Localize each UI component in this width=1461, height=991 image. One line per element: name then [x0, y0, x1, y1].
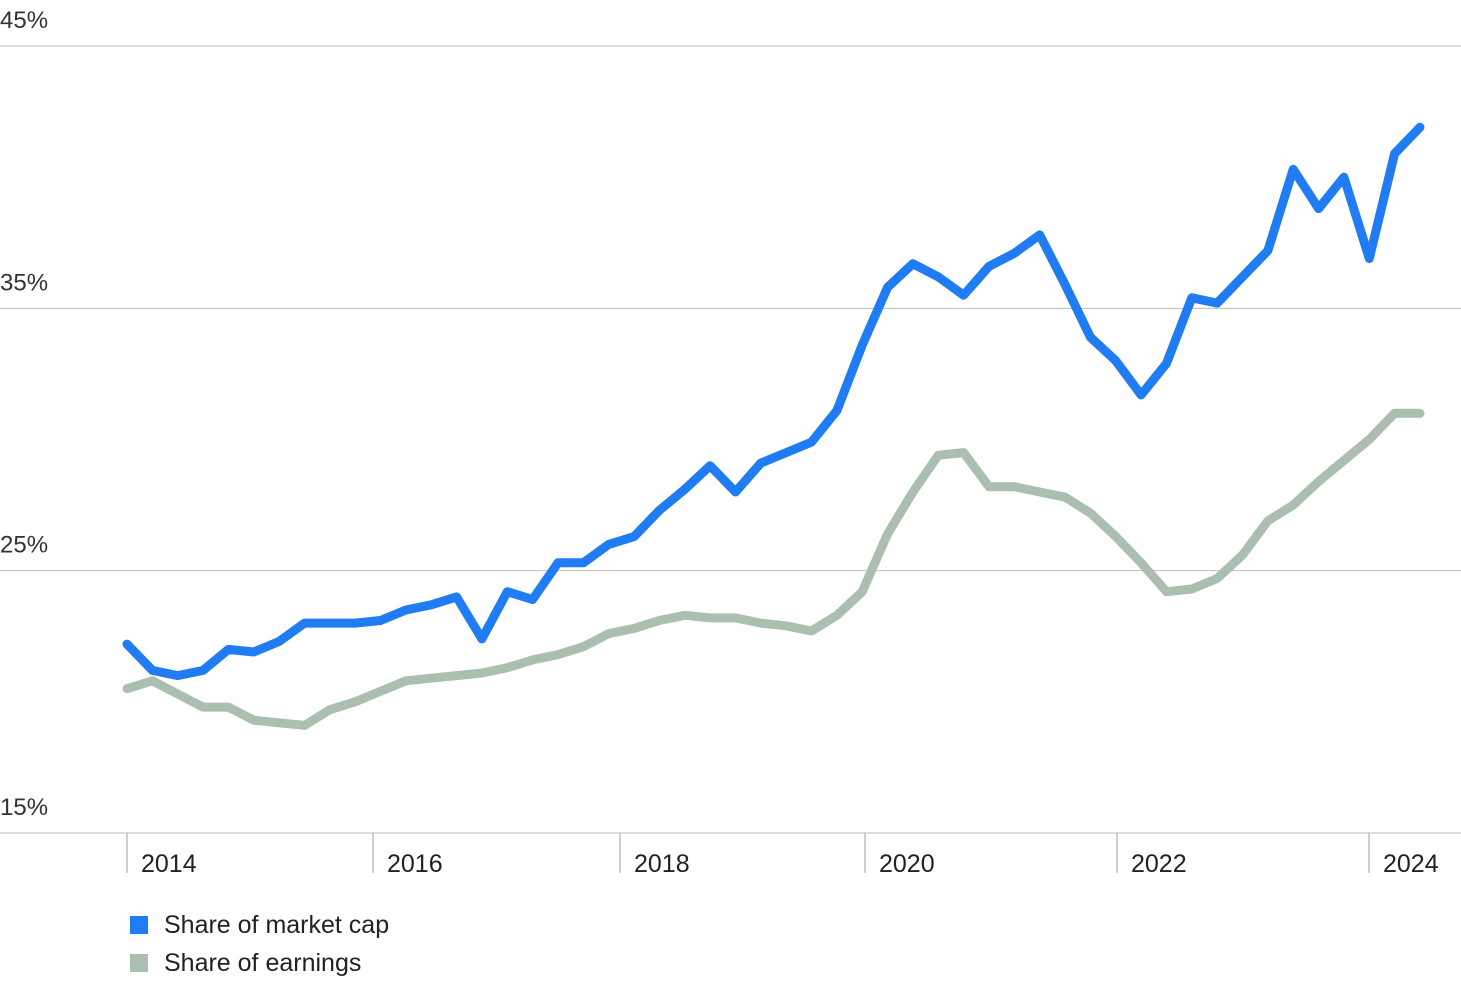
legend-swatch — [130, 954, 148, 972]
y-axis-tick-labels: 15% 25% 35% 45% — [0, 7, 48, 821]
legend: Share of market cap Share of earnings — [130, 906, 389, 982]
line-chart: 15% 25% 35% 45% 2014 2016 2018 2020 2022 2024 — [0, 7, 1461, 878]
y-tick-label: 25% — [0, 532, 48, 559]
series-lines — [122, 122, 1425, 730]
x-tick-label: 2024 — [1383, 850, 1439, 878]
y-tick-label: 45% — [0, 7, 48, 34]
series-line-share-of-earnings — [122, 408, 1425, 730]
x-tick-label: 2014 — [141, 850, 197, 878]
y-tick-label: 15% — [0, 794, 48, 821]
legend-item: Share of earnings — [130, 944, 389, 982]
legend-item: Share of market cap — [130, 906, 389, 944]
legend-label: Share of market cap — [164, 910, 390, 939]
y-tick-label: 35% — [0, 269, 48, 296]
series-line-share-of-market-cap — [122, 122, 1425, 681]
legend-swatch — [130, 916, 148, 934]
x-tick-label: 2022 — [1131, 850, 1187, 878]
x-axis-ticks: 2014 2016 2018 2020 2022 2024 — [126, 833, 1439, 878]
gridlines — [0, 45, 1461, 834]
x-tick-label: 2016 — [387, 850, 443, 878]
legend-label: Share of earnings — [164, 948, 362, 977]
x-tick-label: 2020 — [879, 850, 935, 878]
x-tick-label: 2018 — [634, 850, 690, 878]
